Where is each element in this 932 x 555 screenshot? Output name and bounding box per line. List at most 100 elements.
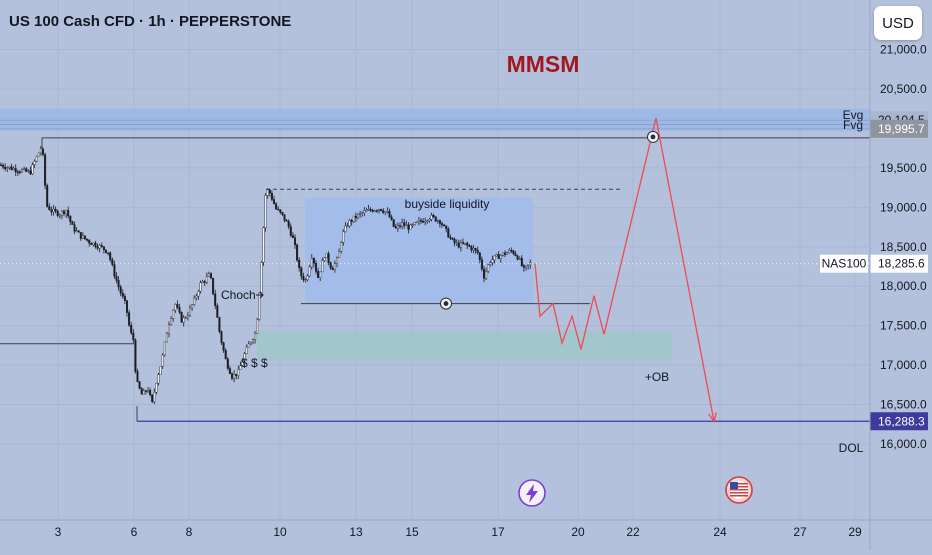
y-tick-label: 19,500.0 — [880, 161, 927, 175]
y-tick-label: 21,000.0 — [880, 43, 927, 57]
candle-body — [128, 312, 131, 326]
candle-body — [54, 208, 57, 212]
candle-body — [182, 317, 185, 323]
us-flag-event-icon[interactable] — [725, 476, 753, 504]
candle-body — [501, 252, 504, 256]
candle-body — [529, 262, 532, 266]
flag-stripe — [730, 492, 748, 494]
range-low-marker-icon-pupil — [443, 301, 449, 306]
candle-body — [180, 312, 183, 323]
candle-body — [71, 221, 74, 225]
candle-body — [329, 262, 332, 269]
candle-body — [25, 168, 28, 172]
fvg-bottom-tag — [870, 119, 928, 138]
candle-body — [386, 211, 389, 213]
candle-body — [174, 304, 177, 311]
candle-body — [420, 220, 423, 222]
candle-body — [138, 381, 141, 389]
candle-body — [403, 222, 406, 226]
candle-body — [92, 242, 95, 245]
candle-body — [516, 255, 519, 260]
candle-body — [447, 228, 450, 238]
candle-body — [357, 213, 360, 219]
candle-body — [373, 210, 376, 212]
candle-body — [188, 307, 191, 317]
candle-body — [239, 365, 242, 370]
candle-body — [163, 341, 166, 356]
candle-body — [100, 245, 103, 247]
candle-body — [201, 281, 204, 284]
candle-body — [209, 273, 212, 279]
candle-body — [285, 220, 288, 222]
y-tick-label: 16,000.0 — [880, 437, 927, 451]
candle-body — [291, 235, 294, 238]
candle-body — [363, 210, 366, 213]
candle-body — [359, 213, 362, 215]
x-tick-label: 10 — [273, 525, 287, 539]
events-layer — [518, 476, 753, 507]
candle-body — [69, 215, 72, 222]
candle-body — [432, 214, 435, 217]
candle-body — [29, 170, 32, 175]
candle-body — [275, 203, 278, 210]
x-tick-label: 17 — [491, 525, 505, 539]
candle-body — [319, 271, 322, 278]
y-tick-label: 18,500.0 — [880, 240, 927, 254]
candle-body — [499, 255, 502, 259]
lightning-event-icon[interactable] — [518, 479, 546, 507]
candle-body — [371, 210, 374, 212]
x-tick-label: 27 — [793, 525, 807, 539]
candle-body — [327, 253, 330, 263]
candle-body — [75, 230, 78, 233]
candle-body — [86, 238, 89, 241]
candle-body — [65, 210, 68, 214]
candle-body — [354, 215, 357, 219]
candle-body — [298, 260, 301, 269]
candle-body — [37, 152, 40, 157]
candle-body — [115, 275, 118, 281]
candle-body — [214, 293, 217, 306]
candle-body — [172, 309, 175, 319]
candle-body — [525, 265, 528, 268]
evg-label: Evg — [843, 108, 864, 122]
candle-body — [312, 258, 315, 264]
candle-body — [436, 220, 439, 222]
candles-layer — [0, 145, 532, 405]
candle-body — [472, 248, 475, 251]
candle-body — [527, 264, 530, 267]
candle-body — [42, 148, 45, 155]
x-tick-label: 6 — [131, 525, 138, 539]
currency-button[interactable]: USD — [874, 6, 922, 40]
candle-body — [321, 260, 324, 273]
candle-body — [123, 296, 126, 301]
candle-body — [144, 390, 147, 392]
candle-body — [170, 318, 173, 325]
x-tick-label: 22 — [626, 525, 640, 539]
lightning-glyph — [526, 484, 538, 503]
candle-body — [407, 224, 410, 230]
candle-body — [44, 154, 47, 186]
candle-body — [491, 259, 494, 263]
candle-body — [8, 166, 11, 169]
candle-body — [342, 231, 345, 243]
candle-body — [258, 292, 261, 320]
x-tick-label: 24 — [713, 525, 727, 539]
candle-body — [514, 253, 517, 256]
candle-body — [199, 282, 202, 292]
candle-body — [121, 292, 124, 297]
candle-body — [470, 246, 473, 251]
candle-body — [58, 214, 61, 217]
candle-body — [230, 373, 233, 379]
candle-body — [310, 258, 313, 268]
candle-body — [16, 171, 19, 173]
candle-body — [325, 253, 328, 259]
candle-body — [476, 249, 479, 254]
candle-body — [216, 305, 219, 318]
order-block — [257, 331, 672, 361]
candle-body — [12, 168, 15, 170]
current-price-tag — [870, 254, 928, 273]
candle-body — [21, 169, 24, 173]
